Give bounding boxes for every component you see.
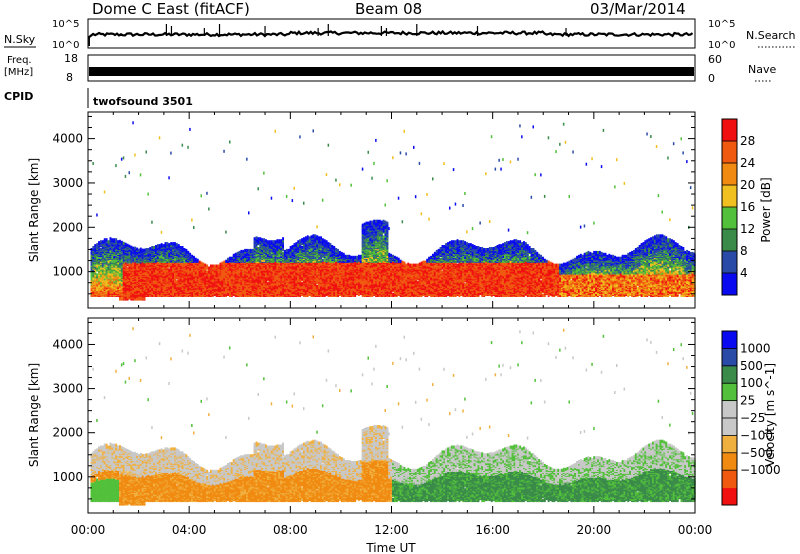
power-cell bbox=[119, 240, 121, 243]
power-cell bbox=[123, 271, 125, 274]
freq-unit: [MHz] bbox=[4, 67, 33, 78]
power-cell bbox=[125, 175, 127, 178]
power-cell bbox=[104, 238, 106, 241]
beam-title: Beam 08 bbox=[355, 0, 422, 18]
power-cell bbox=[140, 248, 142, 251]
nsearch-bottom-tick: 10^0 bbox=[708, 40, 735, 51]
power-cell bbox=[100, 248, 102, 251]
power-cell bbox=[123, 156, 125, 159]
nave-top-tick: 60 bbox=[708, 53, 722, 66]
nsky-top-tick: 10^5 bbox=[52, 19, 79, 30]
nave-bottom-tick: 0 bbox=[708, 72, 715, 85]
power-cell bbox=[113, 292, 115, 295]
power-cell bbox=[96, 214, 98, 217]
nsky-trace bbox=[88, 24, 693, 46]
power-cell bbox=[113, 238, 115, 241]
power-cell bbox=[136, 248, 138, 251]
power-cell bbox=[115, 238, 117, 241]
power-cell bbox=[94, 244, 96, 247]
freq-trace bbox=[89, 67, 694, 76]
power-cell bbox=[102, 240, 104, 243]
power-cell bbox=[142, 270, 144, 273]
power-cell bbox=[98, 285, 100, 288]
power-cell bbox=[96, 265, 98, 268]
nsky-label: N.Sky bbox=[4, 33, 36, 46]
power-cell bbox=[134, 154, 136, 157]
power-cell bbox=[132, 121, 134, 124]
power-cell bbox=[134, 289, 136, 292]
date-title: 03/Mar/2014 bbox=[590, 0, 686, 18]
freq-top-tick: 18 bbox=[64, 52, 78, 65]
freq-label: Freq. bbox=[7, 55, 32, 66]
power-cell bbox=[138, 249, 140, 252]
station-title: Dome C East (fitACF) bbox=[92, 0, 250, 18]
power-cell bbox=[127, 267, 129, 270]
power-cell bbox=[98, 241, 100, 244]
power-cell bbox=[98, 293, 100, 296]
power-cell bbox=[92, 162, 94, 165]
freq-panel: Freq. [MHz] 18 8 60 0 Nave bbox=[4, 52, 776, 85]
power-cell bbox=[121, 241, 123, 244]
radar-summary-plot: Dome C East (fitACF) Beam 08 03/Mar/2014… bbox=[0, 0, 800, 554]
power-cell bbox=[104, 243, 106, 246]
power-cell bbox=[98, 266, 100, 269]
nave-label: Nave bbox=[748, 63, 776, 76]
power-cell bbox=[100, 240, 102, 243]
power-cell bbox=[132, 247, 134, 250]
power-cell bbox=[129, 245, 131, 248]
power-cell bbox=[111, 238, 113, 241]
power-cell bbox=[134, 247, 136, 250]
power-cell bbox=[117, 240, 119, 243]
power-cell bbox=[111, 256, 113, 259]
power-cell bbox=[140, 173, 142, 176]
power-cell bbox=[102, 271, 104, 274]
power-cell bbox=[121, 158, 123, 161]
power-cell bbox=[104, 191, 106, 194]
power-cell bbox=[130, 246, 132, 249]
power-cell bbox=[108, 240, 110, 243]
power-cell bbox=[125, 243, 127, 246]
nsearch-top-tick: 10^5 bbox=[708, 19, 735, 30]
power-cell bbox=[123, 242, 125, 245]
nsky-panel: N.Sky 10^5 10^0 10^5 10^0 N.Search bbox=[4, 19, 796, 51]
power-cell bbox=[123, 275, 125, 278]
nsearch-label: N.Search bbox=[746, 29, 796, 42]
power-cell bbox=[96, 273, 98, 276]
power-cell bbox=[130, 259, 132, 262]
cpid-value: twofsound 3501 bbox=[93, 95, 193, 108]
power-cell bbox=[127, 244, 129, 247]
power-cell bbox=[121, 275, 123, 278]
cpid-label: CPID bbox=[4, 90, 33, 103]
power-cell bbox=[110, 237, 112, 240]
power-cell bbox=[129, 171, 131, 174]
power-cell bbox=[92, 246, 94, 249]
nsky-bottom-tick: 10^0 bbox=[52, 40, 79, 51]
power-panel: 1000200030004000 Slant Range [km] 481216… bbox=[27, 112, 773, 308]
power-cell bbox=[142, 249, 144, 252]
power-cell bbox=[91, 277, 93, 280]
nsky-line bbox=[88, 32, 693, 39]
power-cell bbox=[115, 164, 117, 167]
power-cell bbox=[106, 238, 108, 241]
power-cell bbox=[96, 243, 98, 246]
freq-bottom-tick: 8 bbox=[66, 71, 73, 84]
power-cell bbox=[129, 254, 131, 257]
